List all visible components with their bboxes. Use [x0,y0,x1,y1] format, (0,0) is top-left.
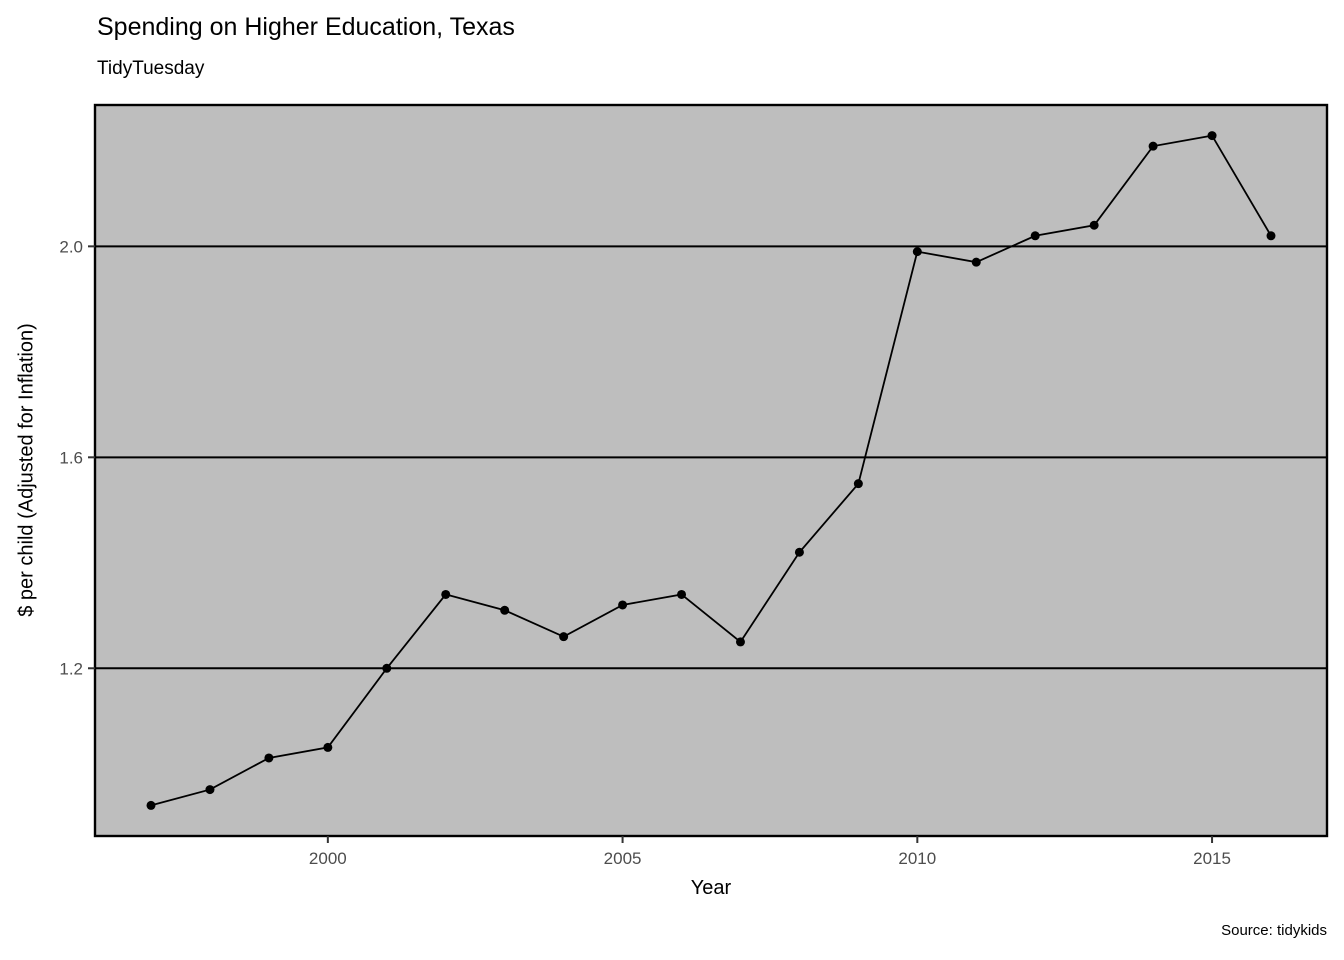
data-point-2016 [1266,231,1276,241]
data-point-2011 [971,257,981,267]
panel-border [93,103,1329,838]
x-axis-title: Year [690,877,732,899]
x-tick-label: 2015 [1193,849,1231,868]
y-tick-label: 2.0 [59,237,83,256]
data-point-2003 [500,605,510,615]
data-point-2008 [794,547,804,557]
data-point-2001 [382,663,392,673]
data-point-2002 [441,589,451,599]
y-axis-title: $ per child (Adjusted for Inflation) [15,323,38,617]
chart-subtitle: TidyTuesday [97,58,205,79]
data-point-2015 [1207,131,1217,141]
data-line [150,134,1272,807]
panel-background [95,105,1327,836]
data-point-2010 [912,247,922,257]
x-tick-label: 2005 [604,849,642,868]
data-point-2006 [677,589,687,599]
data-point-1997 [146,800,156,810]
data-point-2014 [1148,141,1158,151]
chart-caption: Source: tidykids [1221,922,1327,939]
x-tick-label: 2000 [309,849,347,868]
data-point-2009 [853,479,863,489]
data-point-1998 [205,785,215,795]
data-point-1999 [264,753,274,763]
y-tick-label: 1.2 [59,659,83,678]
data-point-2004 [559,632,569,642]
data-point-2007 [735,637,745,647]
y-tick-label: 1.6 [59,448,83,467]
data-point-2000 [323,742,333,752]
data-point-2012 [1030,231,1040,241]
data-point-2005 [618,600,628,610]
data-point-2013 [1089,220,1099,230]
chart-title: Spending on Higher Education, Texas [97,13,515,41]
x-tick-label: 2010 [898,849,936,868]
